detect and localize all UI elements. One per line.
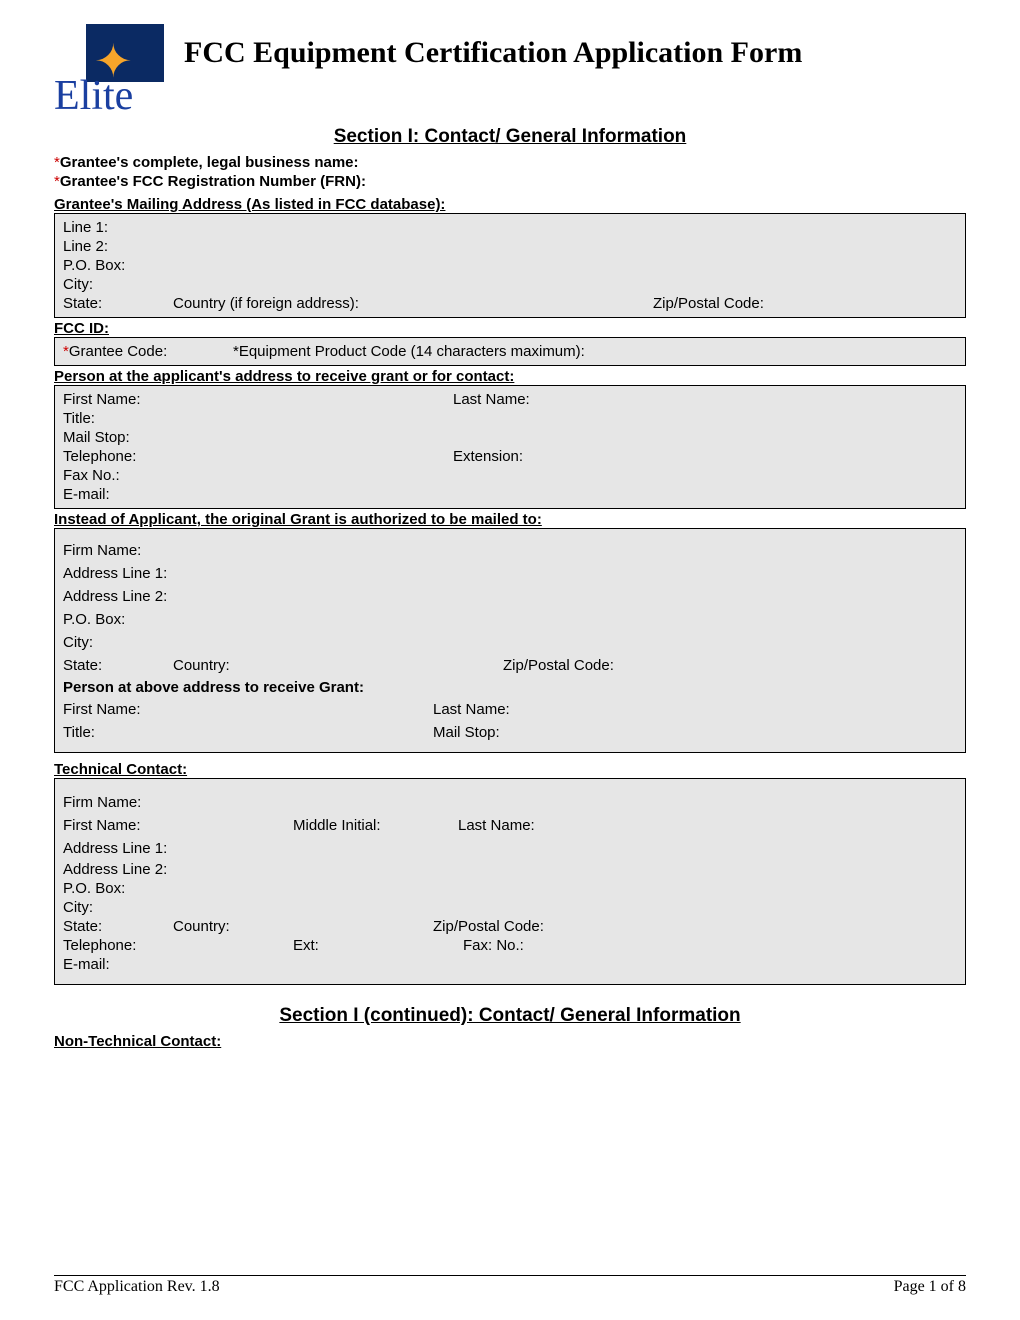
- tech-city-label: City:: [63, 899, 93, 916]
- person-receive-header: Person at above address to receive Grant…: [63, 679, 957, 696]
- state-label-2: State:: [63, 657, 163, 674]
- firm-name-label: Firm Name:: [63, 542, 141, 559]
- tech-contact-box: Firm Name: First Name: Middle Initial: L…: [54, 778, 966, 985]
- line2-label: Line 2:: [63, 238, 108, 255]
- mailstop-label-2: Mail Stop:: [433, 724, 500, 741]
- footer-left: FCC Application Rev. 1.8: [54, 1278, 220, 1296]
- footer-right: Page 1 of 8: [894, 1278, 966, 1296]
- tech-ext-label: Ext:: [293, 937, 453, 954]
- section1-cont-title: Section I (continued): Contact/ General …: [54, 1005, 966, 1027]
- tech-middle-label: Middle Initial:: [293, 817, 448, 834]
- country-label-2: Country:: [173, 657, 493, 674]
- tech-fax-label: Fax: No.:: [463, 937, 524, 954]
- addr2-label: Address Line 2:: [63, 588, 167, 605]
- tech-contact-header: Technical Contact:: [54, 761, 966, 778]
- city-label-2: City:: [63, 634, 93, 651]
- contact-header: Person at the applicant's address to rec…: [54, 368, 966, 385]
- extension-label: Extension:: [453, 448, 523, 465]
- tech-state-label: State:: [63, 918, 163, 935]
- first-name-label-2: First Name:: [63, 701, 423, 718]
- pobox-label-2: P.O. Box:: [63, 611, 125, 628]
- title-label-2: Title:: [63, 724, 423, 741]
- grantee-name-label: Grantee's complete, legal business name:: [60, 154, 359, 171]
- instead-header: Instead of Applicant, the original Grant…: [54, 511, 966, 528]
- fcc-id-box: *Grantee Code: *Equipment Product Code (…: [54, 337, 966, 366]
- tech-addr2-label: Address Line 2:: [63, 861, 167, 878]
- elite-logo: ✦ Elite: [54, 24, 164, 120]
- page-title: FCC Equipment Certification Application …: [184, 36, 802, 70]
- last-name-label-2: Last Name:: [433, 701, 510, 718]
- telephone-label: Telephone:: [63, 448, 443, 465]
- section1-title: Section I: Contact/ General Information: [54, 126, 966, 148]
- last-name-label: Last Name:: [453, 391, 530, 408]
- tech-firm-label: Firm Name:: [63, 794, 141, 811]
- tech-last-label: Last Name:: [458, 817, 535, 834]
- pobox-label: P.O. Box:: [63, 257, 125, 274]
- mailto-box: Firm Name: Address Line 1: Address Line …: [54, 528, 966, 753]
- zip-label: Zip/Postal Code:: [653, 295, 764, 312]
- tech-tel-label: Telephone:: [63, 937, 283, 954]
- mailing-address-header: Grantee's Mailing Address (As listed in …: [54, 196, 966, 213]
- fax-label: Fax No.:: [63, 467, 120, 484]
- tech-addr1-label: Address Line 1:: [63, 840, 167, 857]
- line1-label: Line 1:: [63, 219, 108, 236]
- tech-first-label: First Name:: [63, 817, 283, 834]
- state-label: State:: [63, 295, 163, 312]
- zip-label-2: Zip/Postal Code:: [503, 657, 614, 674]
- title-label: Title:: [63, 410, 95, 427]
- city-label: City:: [63, 276, 93, 293]
- mailing-address-box: Line 1: Line 2: P.O. Box: City: State: C…: [54, 213, 966, 318]
- email-label: E-mail:: [63, 486, 110, 503]
- grantee-code-label: Grantee Code:: [69, 343, 167, 360]
- equipment-code-label: *Equipment Product Code (14 characters m…: [233, 343, 585, 360]
- tech-pobox-label: P.O. Box:: [63, 880, 125, 897]
- addr1-label: Address Line 1:: [63, 565, 167, 582]
- fcc-id-header: FCC ID:: [54, 320, 966, 337]
- tech-country-label: Country:: [173, 918, 423, 935]
- contact-box: First Name: Last Name: Title: Mail Stop:…: [54, 385, 966, 509]
- first-name-label: First Name:: [63, 391, 443, 408]
- tech-zip-label: Zip/Postal Code:: [433, 918, 544, 935]
- grantee-frn-label: Grantee's FCC Registration Number (FRN):: [60, 173, 366, 190]
- tech-email-label: E-mail:: [63, 956, 110, 973]
- nontech-header: Non-Technical Contact:: [54, 1033, 966, 1050]
- mailstop-label: Mail Stop:: [63, 429, 130, 446]
- country-label: Country (if foreign address):: [173, 295, 643, 312]
